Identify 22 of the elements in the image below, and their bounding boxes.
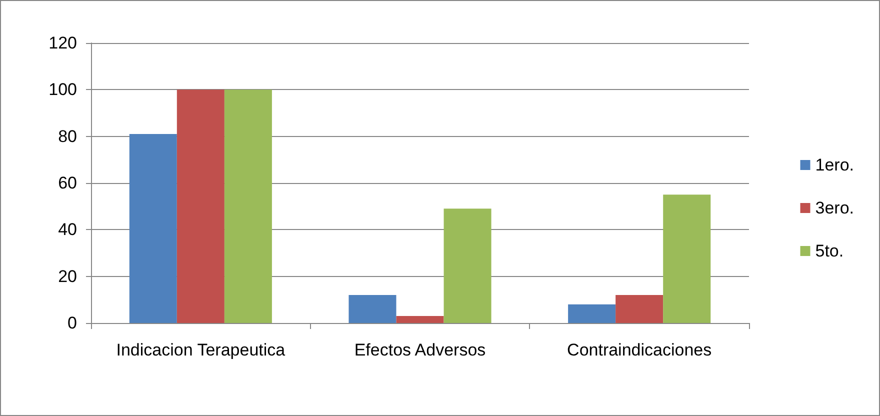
- bar: [348, 295, 396, 323]
- bar: [616, 295, 664, 323]
- bar: [176, 90, 224, 323]
- bar: [663, 194, 711, 323]
- y-tick-label: 120: [48, 34, 77, 52]
- x-tick-label: Efectos Adversos: [354, 340, 486, 360]
- y-tick-label: 100: [48, 80, 77, 100]
- x-tick-label: Contraindicaciones: [567, 340, 712, 360]
- legend-label: 5to.: [815, 242, 844, 260]
- y-tick-label: 20: [58, 266, 77, 286]
- y-tick-label: 0: [68, 314, 77, 332]
- legend-label: 1ero.: [815, 156, 854, 174]
- legend-label: 3ero.: [815, 198, 854, 218]
- y-tick-label: 40: [58, 220, 77, 240]
- x-tick-label: Indicacion Terapeutica: [116, 340, 286, 360]
- bar: [444, 208, 492, 323]
- bar: [568, 304, 616, 323]
- y-tick-label: 80: [58, 126, 77, 146]
- bar: [396, 316, 444, 323]
- bar: [224, 90, 272, 323]
- y-tick-label: 60: [58, 174, 77, 192]
- bar: [129, 134, 177, 323]
